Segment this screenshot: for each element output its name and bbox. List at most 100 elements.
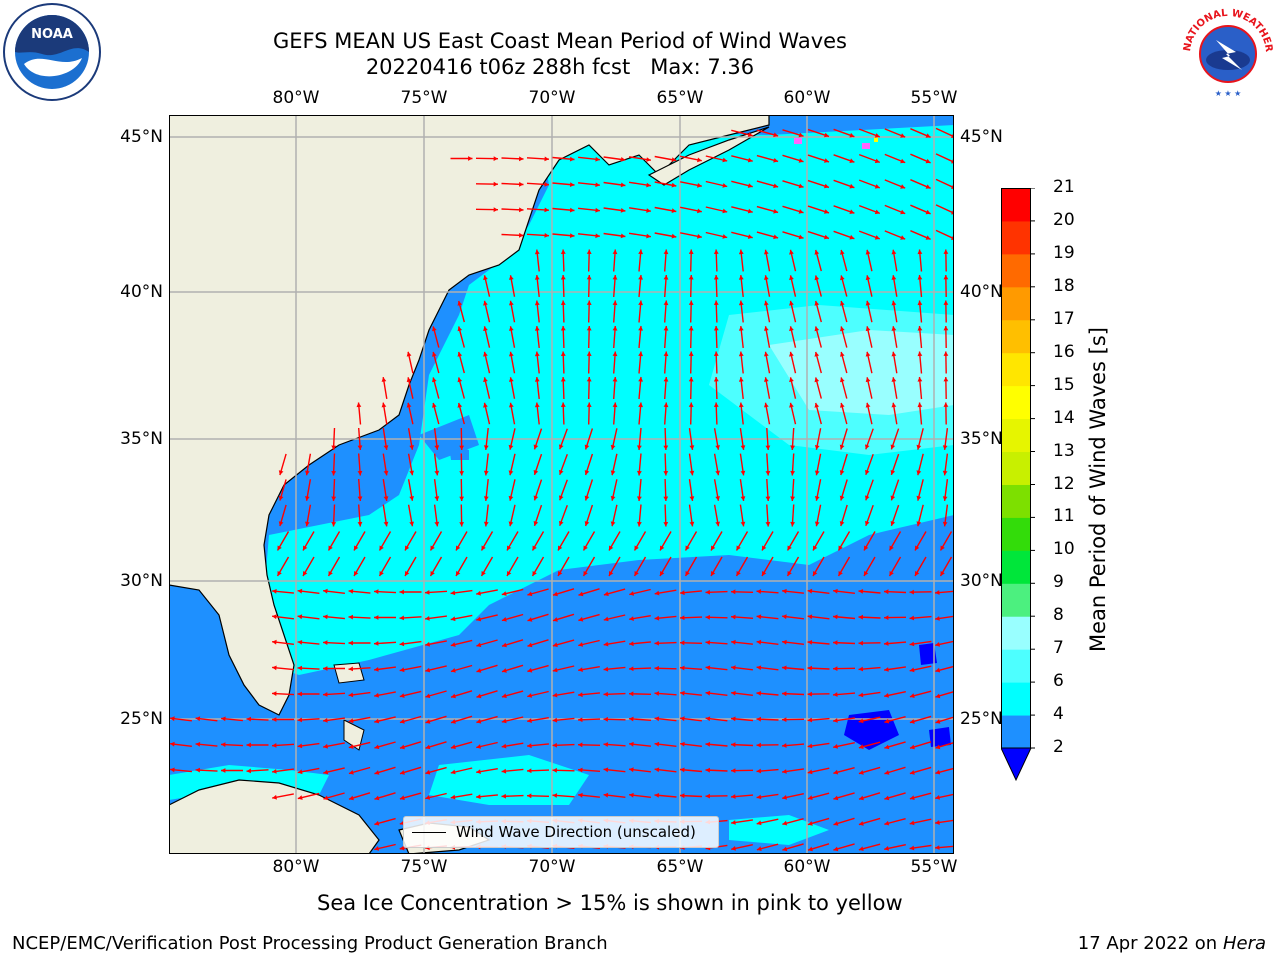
wave-direction-arrowhead [654, 665, 659, 671]
wave-direction-arrowhead [789, 377, 794, 383]
wave-direction-arrowhead [839, 521, 845, 526]
wave-direction-arrowhead [789, 326, 794, 332]
wave-direction-arrowhead [297, 640, 303, 645]
wave-direction-arrowhead [654, 640, 659, 646]
wave-direction-arrowhead [756, 794, 762, 800]
wave-direction-arrowhead [891, 249, 897, 255]
wave-direction-arrowhead [552, 793, 558, 798]
wave-direction-arrowhead [722, 157, 728, 163]
wave-direction-arrowhead [935, 642, 940, 647]
wave-direction-arrowhead [348, 692, 354, 698]
wave-direction-arrowhead [569, 233, 575, 238]
wave-direction-arrowhead [560, 402, 566, 407]
map-panel [168, 114, 958, 855]
wave-direction-arrowhead [519, 156, 524, 162]
wave-direction-arrowhead [814, 300, 820, 306]
wave-direction-arrowhead [663, 496, 669, 501]
wave-direction-arrowhead [782, 769, 787, 774]
contour-4-6-patch [729, 815, 829, 845]
wave-direction-arrowhead [586, 326, 592, 331]
wave-direction-arrowhead [731, 589, 736, 595]
wave-direction-arrowhead [612, 249, 618, 255]
wave-direction-arrowhead [891, 300, 897, 306]
wave-direction-arrowhead [942, 470, 948, 476]
wave-direction-arrowhead [782, 665, 787, 671]
colorbar-tick-label: 15 [1053, 374, 1075, 395]
wave-direction-arrowhead [807, 588, 813, 594]
wave-direction-arrowhead [374, 795, 380, 801]
wave-direction-arrowhead [278, 495, 284, 501]
wave-direction-arrowhead [297, 795, 303, 800]
wave-direction-arrowhead [756, 846, 762, 851]
wave-direction-arrowhead [450, 590, 456, 596]
wave-direction-arrowhead [272, 769, 277, 774]
wave-direction-arrowhead [493, 207, 498, 212]
wave-direction-arrowhead [736, 571, 741, 576]
wave-direction-arrowhead [297, 665, 302, 671]
wave-direction-arrowhead [354, 571, 359, 576]
wave-direction-arrowhead [663, 326, 669, 331]
wave-direction-arrowhead [434, 470, 440, 476]
wave-direction-arrowhead [425, 590, 430, 595]
wave-direction-arrowhead [697, 208, 702, 214]
wave-direction-arrowhead [773, 158, 779, 163]
wave-direction-arrowhead [798, 158, 804, 163]
colorbar-tick-label: 16 [1053, 341, 1075, 362]
wave-direction-arrowhead [459, 522, 464, 527]
wave-direction-arrowhead [578, 591, 584, 597]
wave-direction-arrowhead [917, 249, 923, 255]
wave-direction-arrowhead [833, 588, 838, 594]
wave-direction-arrowhead [534, 275, 540, 280]
colorbar-tick-label: 19 [1053, 242, 1075, 263]
wave-direction-arrowhead [660, 571, 665, 576]
wave-direction-arrowhead [646, 182, 651, 188]
wave-direction-arrowhead [620, 157, 626, 162]
wave-direction-arrowhead [629, 616, 634, 621]
wave-direction-arrowhead [663, 522, 669, 527]
wave-direction-arrowhead [764, 351, 769, 357]
wave-direction-arrowhead [278, 470, 284, 476]
wave-direction-arrowhead [527, 718, 532, 723]
colorbar-tick-label: 11 [1053, 506, 1075, 527]
wave-direction-arrowhead [731, 846, 736, 851]
wave-direction-arrowhead [612, 377, 618, 382]
wave-direction-arrowhead [789, 300, 794, 306]
wave-direction-arrowhead [900, 209, 906, 215]
wave-direction-arrowhead [629, 641, 634, 647]
wave-direction-arrowhead [272, 691, 277, 696]
wave-direction-arrowhead [756, 665, 762, 671]
wave-direction-arrowhead [900, 158, 906, 164]
wave-direction-arrowhead [331, 496, 337, 501]
wave-direction-arrowhead [858, 589, 864, 594]
wave-direction-arrowhead [534, 300, 540, 306]
wave-direction-arrowhead [646, 208, 651, 213]
wave-direction-arrowhead [782, 743, 787, 748]
wave-direction-arrowhead [738, 377, 744, 382]
colorbar-segment [1001, 484, 1031, 518]
lat-label-left: 40°N [120, 282, 163, 302]
wave-direction-arrowhead [425, 641, 430, 647]
wave-direction-arrowhead [884, 770, 890, 775]
wave-direction-arrowhead [814, 326, 820, 332]
wave-direction-arrowhead [552, 667, 558, 673]
wave-direction-arrowhead [909, 820, 915, 826]
wave-direction-arrowhead [508, 470, 514, 476]
wave-direction-arrowhead [874, 158, 880, 164]
wave-direction-arrowhead [935, 845, 940, 850]
wave-direction-arrowhead [603, 666, 609, 672]
lon-label-bottom: 70°W [528, 857, 576, 877]
wave-direction-arrowhead [762, 545, 767, 551]
wave-direction-arrowhead [578, 717, 583, 723]
colorbar-tick-label: 8 [1053, 605, 1064, 626]
wave-direction-arrowhead [501, 768, 507, 774]
wave-direction-arrowhead [814, 445, 820, 450]
wave-direction-arrowhead [773, 234, 779, 240]
wave-direction-arrowhead [942, 521, 948, 527]
wave-direction-arrowhead [865, 495, 870, 501]
wave-direction-arrowhead [584, 444, 590, 450]
wave-direction-arrowhead [457, 300, 463, 306]
colorbar-tick-label: 4 [1053, 704, 1064, 725]
wave-direction-arrowhead [798, 209, 804, 214]
map-subtitle: 20220416 t06z 288h fcst Max: 7.36 [365, 55, 755, 79]
wave-direction-arrowhead [738, 275, 744, 280]
